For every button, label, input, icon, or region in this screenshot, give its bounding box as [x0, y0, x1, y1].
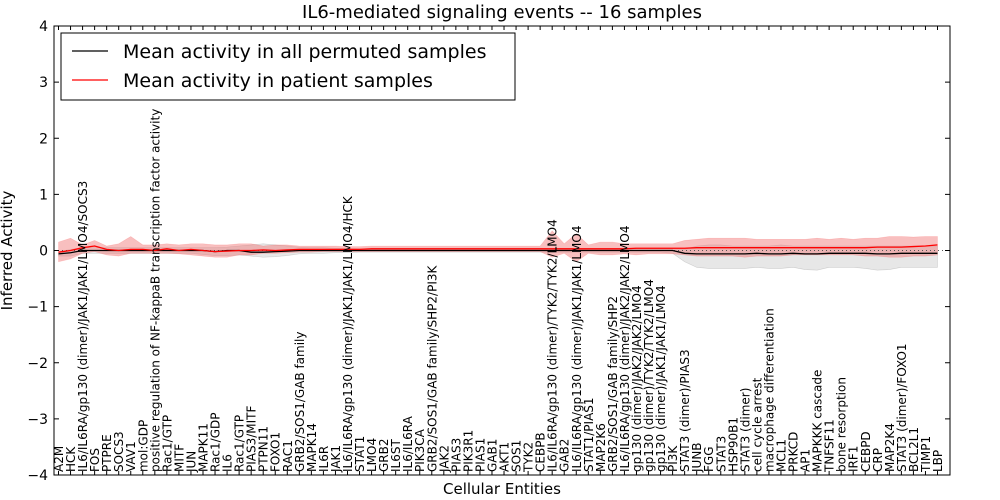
- y-axis-title: Inferred Activity: [0, 190, 16, 310]
- x-tick-label: JAK2: [437, 445, 451, 473]
- y-tick-label: 1: [39, 187, 48, 203]
- x-tick-label: MAPK14: [305, 423, 319, 472]
- x-tick-label: gp130 (dimer)/JAK2/JAK2/LMO4: [630, 285, 644, 472]
- x-tick-label: CEBPB: [534, 432, 548, 472]
- x-tick-label: MCL1: [774, 439, 788, 472]
- x-tick-label: PI3K: [666, 445, 680, 472]
- y-tick-label: −2: [27, 356, 48, 372]
- y-tick-label: 4: [39, 19, 48, 35]
- legend-box: [60, 32, 516, 101]
- x-tick-label: STAT3 (dimer)/PIAS3: [678, 349, 692, 472]
- x-tick-label: IL6ST: [389, 439, 403, 472]
- x-tick-label: LMO4: [365, 438, 379, 472]
- x-tick-label: Rac1/GTP: [160, 415, 174, 472]
- x-tick-label: FGG: [702, 447, 716, 473]
- x-tick-label: gp130 (dimer)/TYK2/TYK2/LMO4: [642, 279, 656, 472]
- x-tick-label: GRB2/SOS1/GAB family/SHP2/PI3K: [425, 264, 439, 472]
- x-tick-label: STAT3 (dimer): [738, 388, 752, 472]
- x-tick-label: GRB2/SOS1/GAB family: [293, 332, 307, 473]
- x-tick-label: SOS1: [510, 440, 524, 472]
- x-tick-label: TYK2: [522, 442, 536, 473]
- x-tick-label: LBP: [931, 450, 945, 472]
- x-tick-label: IL6/IL6RA/gp130 (dimer)/JAK2/JAK2/LMO4: [618, 226, 632, 472]
- x-tick-label: PIAS1: [473, 438, 487, 472]
- x-tick-label: PTPRE: [100, 434, 114, 472]
- x-tick-label: macrophage differentiation: [762, 308, 776, 472]
- x-tick-label: CEBPD: [859, 431, 873, 472]
- x-tick-label: FOXO1: [269, 432, 283, 472]
- x-tick-label: AP1: [799, 449, 813, 472]
- axis-ticks: −4 −3 −2 −1 0 1 2 3 4: [27, 19, 950, 484]
- legend: Mean activity in all permuted samples Mea…: [60, 32, 516, 101]
- x-tick-label: GAB2: [558, 439, 572, 472]
- x-tick-label: gp130 (dimer)/JAK1/JAK1/LMO4: [654, 285, 668, 472]
- x-tick-label: GAB1: [485, 439, 499, 472]
- x-tick-label: Rac1/GTP: [233, 415, 247, 472]
- legend-label: Mean activity in all permuted samples: [123, 41, 486, 63]
- x-tick-label: PTPN11: [257, 426, 271, 472]
- x-tick-label: bone resorption: [835, 377, 849, 472]
- y-tick-label: −3: [27, 412, 48, 428]
- x-tick-label: positive regulation of NF-kappaB transcr…: [148, 109, 162, 472]
- y-tick-label: 0: [39, 244, 48, 260]
- x-tick-label: STAT1: [353, 436, 367, 472]
- chart-title: IL6-mediated signaling events -- 16 samp…: [302, 2, 702, 23]
- x-tick-label: IL6/IL6RA/gp130 (dimer)/JAK1/JAK1/LMO4/H…: [341, 195, 355, 472]
- x-tick-label: CRP: [871, 448, 885, 472]
- y-tick-label: 3: [39, 75, 48, 91]
- x-tick-label: VAV1: [124, 441, 138, 472]
- x-tick-label: IL6/IL6RA/gp130 (dimer)/JAK1/JAK1/LMO4: [570, 226, 584, 472]
- x-tick-label: HCK: [64, 446, 78, 472]
- x-axis-title: Cellular Entities: [443, 480, 561, 498]
- x-tick-label: MAPK11: [196, 423, 210, 472]
- x-tick-label: STAT3 (dimer)/FOXO1: [895, 343, 909, 472]
- x-tick-label: MITF: [172, 444, 186, 472]
- x-tick-label: GRB2/SOS1/GAB family/SHP2: [606, 296, 620, 472]
- x-tick-label: PRKCD: [787, 432, 801, 472]
- x-tick-label: TIMP1: [919, 436, 933, 473]
- x-tick-label: TNFSF11: [823, 419, 837, 473]
- x-tick-label: JUN: [184, 451, 198, 473]
- x-tick-label: PIK3CA: [413, 428, 427, 472]
- x-tick-label: MAP2K4: [883, 423, 897, 472]
- x-tick-label: PIAS3: [449, 438, 463, 472]
- x-tick-label: IL6: [221, 454, 235, 472]
- x-tick-label: JAK1: [329, 445, 343, 473]
- y-tick-label: −1: [27, 300, 48, 316]
- series-line-patient: [58, 244, 938, 253]
- x-tick-label: PIK3R1: [461, 430, 475, 472]
- y-tick-label: 2: [39, 131, 48, 147]
- x-tick-label: IL6/IL6RA: [401, 415, 415, 472]
- series-lines: [58, 244, 938, 255]
- x-tick-label: BCL2L1: [907, 427, 921, 472]
- x-tick-label: IL6/IL6RA/gp130 (dimer)/TYK2/TYK2/LMO4: [546, 219, 560, 472]
- y-tick-label: −4: [27, 468, 48, 484]
- x-tick-label: RAC1: [281, 440, 295, 472]
- x-tick-label: cell cycle arrest: [750, 377, 764, 472]
- x-tick-label: STAT3: [714, 436, 728, 472]
- x-tick-label: AKT1: [498, 442, 512, 472]
- x-tick-label: A2M: [52, 446, 66, 472]
- x-tick-label: Rac1/GDP: [209, 413, 223, 472]
- x-tick-label: STAT1/PIAS1: [582, 397, 596, 472]
- x-tick-label: MAP2K6: [594, 423, 608, 472]
- x-tick-label: FOS: [88, 448, 102, 472]
- x-tick-label: JUNB: [690, 442, 704, 473]
- x-tick-label: PIAS3/MITF: [245, 405, 259, 472]
- x-tick-label: IRF1: [847, 446, 861, 472]
- plot-area-frame: [53, 25, 951, 476]
- x-tick-label: IL6/IL6RA/gp130 (dimer)/JAK1/JAK1/LMO4/S…: [76, 181, 90, 472]
- x-tick-label: mol:GDP: [136, 420, 150, 472]
- x-tick-label: SOCS3: [112, 431, 126, 472]
- x-tick-label: HSP90B1: [726, 417, 740, 472]
- legend-label: Mean activity in patient samples: [123, 70, 433, 92]
- x-tick-label: MAPKKK cascade: [811, 370, 825, 472]
- x-tick-label: GRB2: [377, 438, 391, 472]
- x-tick-label: IL6R: [317, 446, 331, 472]
